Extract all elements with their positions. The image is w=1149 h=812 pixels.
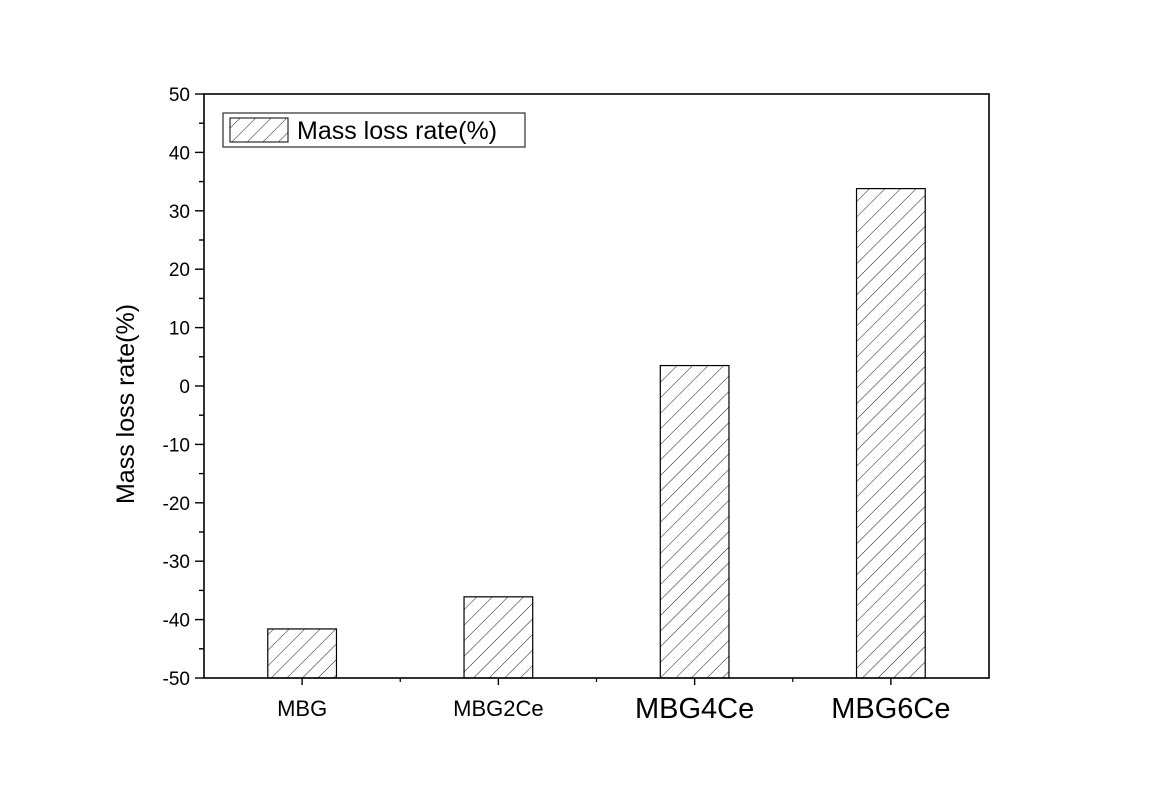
y-tick-label: -10 (163, 435, 190, 456)
bars-group (267, 188, 926, 679)
x-tick-label: MBG4Ce (635, 693, 754, 725)
y-axis-title: Mass loss rate(%) (112, 304, 140, 504)
x-axis: MBG MBG2Ce MBG4Ce MBG6Ce (277, 678, 951, 725)
y-tick-label: -50 (163, 669, 190, 690)
y-tick-label: -30 (163, 552, 190, 573)
y-axis: 50 40 30 20 10 0 -10 -20 -30 -40 -50 (163, 85, 204, 690)
y-tick-label: -40 (163, 611, 190, 632)
y-tick-label: 0 (179, 377, 190, 398)
legend-label: Mass loss rate(%) (297, 117, 497, 145)
x-tick-label: MBG2Ce (453, 696, 543, 721)
bar-mbg6ce (855, 188, 926, 679)
y-tick-label: 10 (169, 319, 190, 340)
y-tick-label: 30 (169, 202, 190, 223)
y-tick-label: 20 (169, 260, 190, 281)
y-tick-label: 40 (169, 143, 190, 164)
bar-mbg (267, 628, 338, 679)
x-tick-label: MBG6Ce (831, 693, 950, 725)
y-tick-label: -20 (163, 494, 190, 515)
x-tick-label: MBG (277, 696, 327, 721)
y-tick-label: 50 (169, 85, 190, 106)
legend: Mass loss rate(%) (222, 112, 526, 148)
bar-mbg4ce (659, 364, 730, 679)
bar-mbg2ce (463, 596, 534, 679)
legend-swatch (229, 117, 289, 143)
